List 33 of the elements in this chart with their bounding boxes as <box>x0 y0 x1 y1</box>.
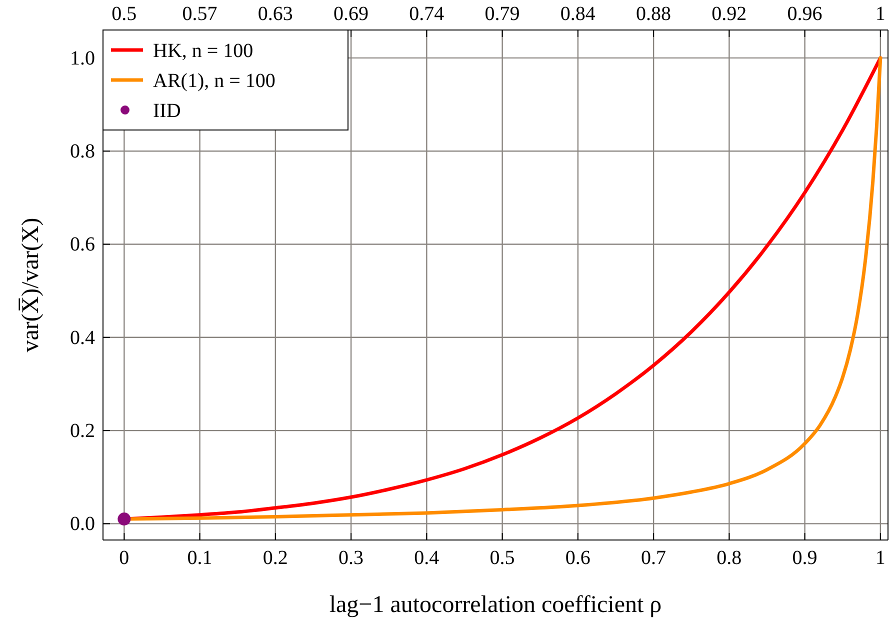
y-tick-label: 0.4 <box>70 326 95 349</box>
text: 0.79 <box>484 3 520 25</box>
x-axis-title: lag−1 autocorrelation coefficient ρ <box>329 592 662 618</box>
legend-label: HK, n = 100 <box>153 40 254 62</box>
y-tick-label: 0.8 <box>70 140 95 162</box>
text: 0.74 <box>409 3 444 25</box>
x-tick-label: 0.9 <box>792 547 818 570</box>
y-tick-label: 0.2 <box>70 420 95 442</box>
text: 0.57 <box>182 3 218 25</box>
text: 0.69 <box>334 3 369 25</box>
x-tick-label: 0 <box>119 547 130 570</box>
x-tick-label: 1 <box>875 547 886 570</box>
y-axis-title: var(X̅)/var(X) <box>18 218 44 352</box>
text: 0.5 <box>112 3 137 25</box>
text: 0.84 <box>560 3 596 25</box>
text: 0.63 <box>258 3 293 25</box>
x-tick-label: 0.2 <box>262 547 288 570</box>
x-tick-label: 0.7 <box>641 547 666 570</box>
text: 0.92 <box>712 3 747 25</box>
y-tick-label: 0.6 <box>70 234 95 256</box>
x-tick-label: 0.6 <box>565 547 590 570</box>
legend-label: IID <box>153 100 181 122</box>
x-tick-label: 0.8 <box>716 547 742 570</box>
x-tick-label: 0.1 <box>187 547 212 570</box>
text: 1 <box>875 3 886 25</box>
text: 0.88 <box>636 3 672 25</box>
x-tick-label: 0.5 <box>490 547 515 570</box>
x-tick-label: 0.3 <box>338 547 364 570</box>
y-tick-label: 1.0 <box>70 47 95 70</box>
text: 0.96 <box>787 3 822 25</box>
x-tick-label: 0.4 <box>414 547 440 570</box>
y-tick-label: 0.0 <box>70 513 95 536</box>
legend-label: AR(1), n = 100 <box>153 70 276 92</box>
